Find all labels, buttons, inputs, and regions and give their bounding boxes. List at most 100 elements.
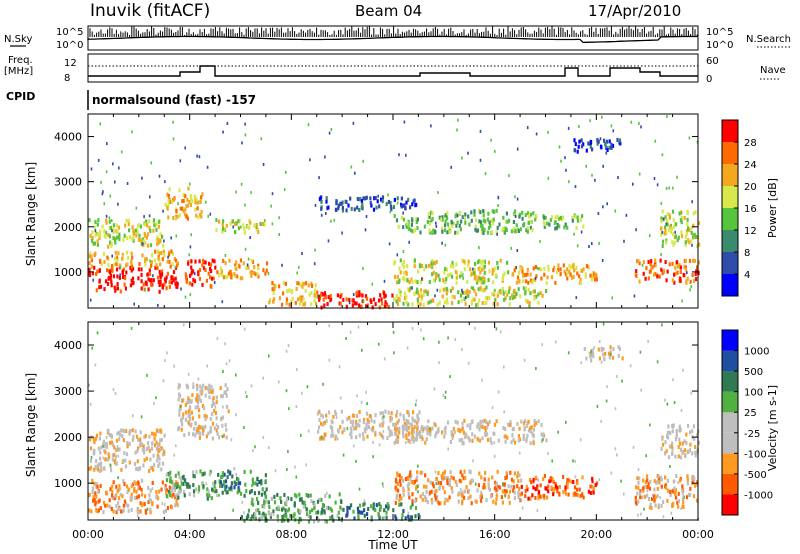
range-cell [532,266,535,271]
range-cell [398,479,401,483]
noise-cell [366,402,368,406]
range-cell [579,277,582,282]
range-cell [515,292,518,297]
range-cell [572,263,575,268]
range-cell [135,233,138,238]
range-cell [176,484,180,488]
range-cell [428,263,431,268]
range-cell [420,297,423,302]
range-cell [541,293,544,298]
range-cell [156,249,159,254]
range-cell [457,499,460,504]
range-cell [573,148,577,153]
range-cell [428,427,431,432]
range-cell [350,503,353,508]
range-cell [425,264,428,269]
range-cell [576,218,580,223]
range-cell [142,444,145,449]
noise-cell [605,151,608,155]
range-cell [147,485,150,490]
range-cell [194,207,197,212]
range-cell [367,507,370,511]
range-cell [162,452,165,457]
range-cell [334,436,337,441]
range-cell [502,226,505,231]
range-cell [492,217,495,222]
range-cell [573,491,576,496]
range-cell [461,215,464,220]
range-cell [499,290,502,295]
range-cell [413,198,416,203]
range-cell [696,482,699,487]
range-cell [533,296,536,301]
range-cell [415,477,418,482]
noise-cell [309,158,311,162]
range-cell [619,141,622,146]
noise-cell [322,382,324,386]
range-cell [174,216,177,221]
range-cell [120,428,123,433]
range-cell [395,427,398,432]
range-cell [183,433,186,438]
range-cell [372,506,375,511]
range-cell [177,471,180,476]
range-cell [366,417,369,422]
noise-cell [355,459,357,463]
noise-cell [287,509,289,513]
range-cell [184,417,187,422]
noise-cell [616,453,618,457]
range-cell [483,259,486,264]
range-cell [156,242,159,247]
range-cell [464,212,467,217]
range-cell [419,230,422,235]
range-cell [150,446,154,451]
noise-cell [456,214,459,218]
range-cell [669,431,672,435]
range-cell [188,200,191,204]
range-cell [491,209,494,214]
range-cell [215,489,218,494]
range-cell [486,230,490,235]
range-cell [375,503,378,508]
range-cell [410,480,413,485]
range-cell [678,424,681,429]
range-cell [116,274,119,279]
range-cell [145,219,148,224]
range-cell [609,350,612,355]
range-cell [181,206,184,211]
range-cell [671,278,674,283]
range-cell [683,439,686,444]
range-cell [265,487,268,492]
range-cell [486,217,489,222]
noise-cell [235,473,238,477]
range-cell [573,485,577,490]
range-cell [446,478,449,483]
range-cell [334,434,338,439]
range-cell [134,481,137,486]
range-cell [295,286,298,291]
range-cell [243,226,246,231]
range-cell [145,257,148,262]
range-cell [529,496,532,501]
range-cell [410,277,413,282]
range-cell [164,487,167,491]
range-cell [184,478,187,483]
range-cell [107,244,110,249]
range-cell [691,429,694,434]
range-cell [320,497,323,502]
noise-cell [600,419,602,423]
range-cell [231,219,234,224]
range-cell [534,487,537,492]
noise-cell [365,390,367,394]
range-cell [100,262,103,267]
range-cell [665,449,668,454]
noise-cell [516,197,519,201]
range-cell [674,492,677,496]
range-cell [517,287,520,292]
range-cell [582,495,585,500]
noise-cell [336,437,339,441]
range-cell [213,484,216,489]
noise-cell [214,405,217,409]
noise-cell [478,246,480,250]
range-cell [675,495,678,500]
